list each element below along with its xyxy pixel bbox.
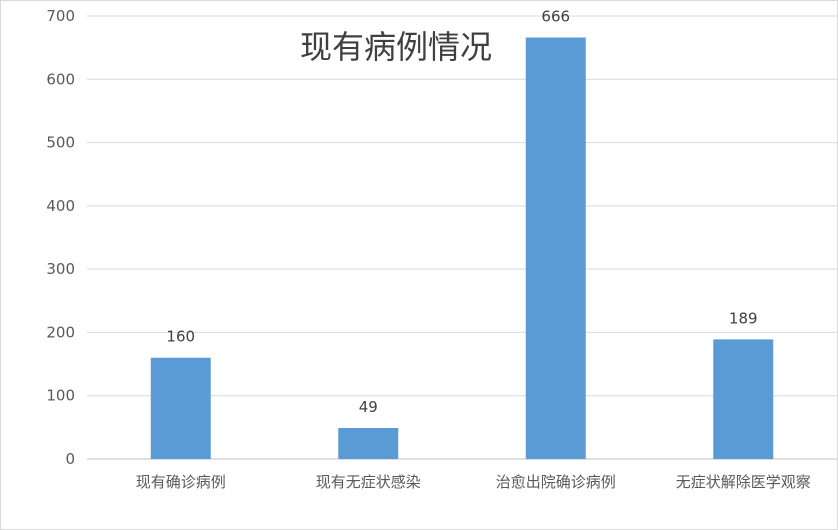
y-axis-ticks: 0 100 200 300 400 500 600 700 [46, 7, 75, 468]
x-category-label: 现有确诊病例 [136, 473, 226, 491]
bar [338, 427, 399, 459]
y-tick-label: 600 [46, 70, 75, 88]
y-tick-label: 300 [46, 260, 75, 278]
y-tick-label: 700 [46, 7, 75, 25]
bar [150, 357, 211, 459]
bar [713, 339, 774, 459]
data-label: 666 [541, 8, 570, 26]
y-tick-label: 0 [65, 450, 75, 468]
data-label: 49 [359, 398, 378, 416]
gridlines [87, 15, 837, 460]
x-category-label: 现有无症状感染 [316, 473, 421, 491]
x-category-label: 无症状解除医学观察 [676, 473, 811, 491]
bars [150, 37, 774, 459]
y-tick-label: 200 [46, 323, 75, 341]
data-label: 160 [166, 328, 195, 346]
y-tick-label: 500 [46, 134, 75, 152]
data-labels: 160 49 666 189 [166, 8, 757, 416]
y-tick-label: 400 [46, 197, 75, 215]
data-label: 189 [729, 309, 758, 327]
x-axis-categories: 现有确诊病例 现有无症状感染 治愈出院确诊病例 无症状解除医学观察 [136, 473, 811, 491]
x-category-label: 治愈出院确诊病例 [496, 473, 616, 491]
y-tick-label: 100 [46, 387, 75, 405]
bar [525, 37, 586, 459]
chart-title: 现有病例情况 [300, 28, 492, 66]
